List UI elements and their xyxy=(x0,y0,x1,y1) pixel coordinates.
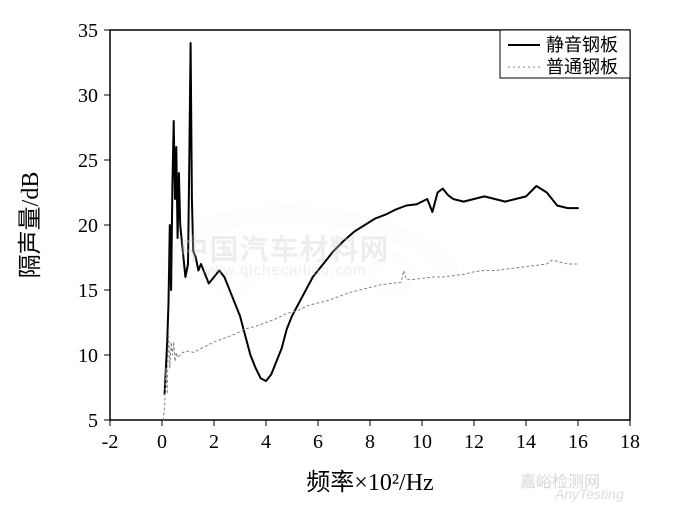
chart-container: 中国汽车材料网 www.qichecailiao.com 嘉峪检测网 AnyTe… xyxy=(0,0,680,527)
x-tick-label: 6 xyxy=(313,431,323,453)
series-silent_steel xyxy=(165,43,578,394)
y-tick-label: 35 xyxy=(78,20,98,42)
x-tick-label: 4 xyxy=(261,431,271,453)
x-tick-label: 2 xyxy=(209,431,219,453)
y-tick-label: 30 xyxy=(78,85,98,107)
series-normal_steel xyxy=(163,260,578,420)
legend-label: 普通钢板 xyxy=(546,57,618,77)
y-tick-label: 20 xyxy=(78,215,98,237)
x-tick-label: 18 xyxy=(620,431,640,453)
x-tick-label: 12 xyxy=(464,431,484,453)
y-tick-label: 15 xyxy=(78,280,98,302)
y-tick-label: 5 xyxy=(88,410,98,432)
x-tick-label: 0 xyxy=(157,431,167,453)
x-tick-label: -2 xyxy=(102,431,119,453)
line-chart: -2 0 2 4 6 8 10 12 14 16 18 频率×10²/Hz 5 10 15 20 25 30 35 隔… xyxy=(0,0,680,527)
x-tick-label: 14 xyxy=(516,431,536,453)
x-axis-label: 频率×10²/Hz xyxy=(306,469,433,496)
y-tick-label: 25 xyxy=(78,150,98,172)
y-axis-label: 隔声量/dB xyxy=(17,172,44,279)
x-tick-label: 16 xyxy=(568,431,588,453)
y-tick-label: 10 xyxy=(78,345,98,367)
legend-label: 静音钢板 xyxy=(546,35,618,55)
x-tick-label: 8 xyxy=(365,431,375,453)
x-tick-label: 10 xyxy=(412,431,432,453)
